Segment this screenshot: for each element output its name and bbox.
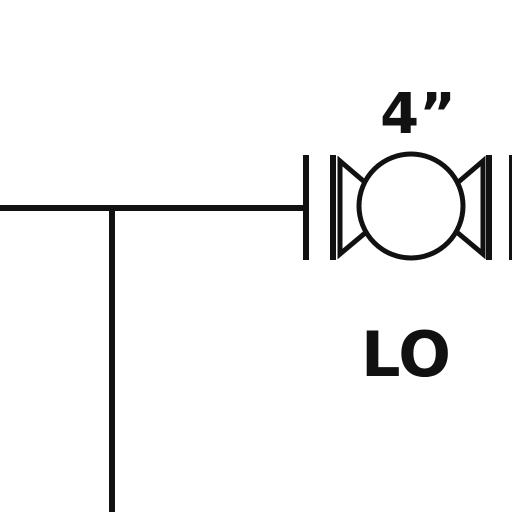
next-tag-partial: ( [506,421,512,505]
ball-valve-icon [303,151,512,261]
valve-ball [356,151,466,261]
valve-tag-label: LO [361,318,451,391]
valve-size-label: 4” [380,82,456,147]
